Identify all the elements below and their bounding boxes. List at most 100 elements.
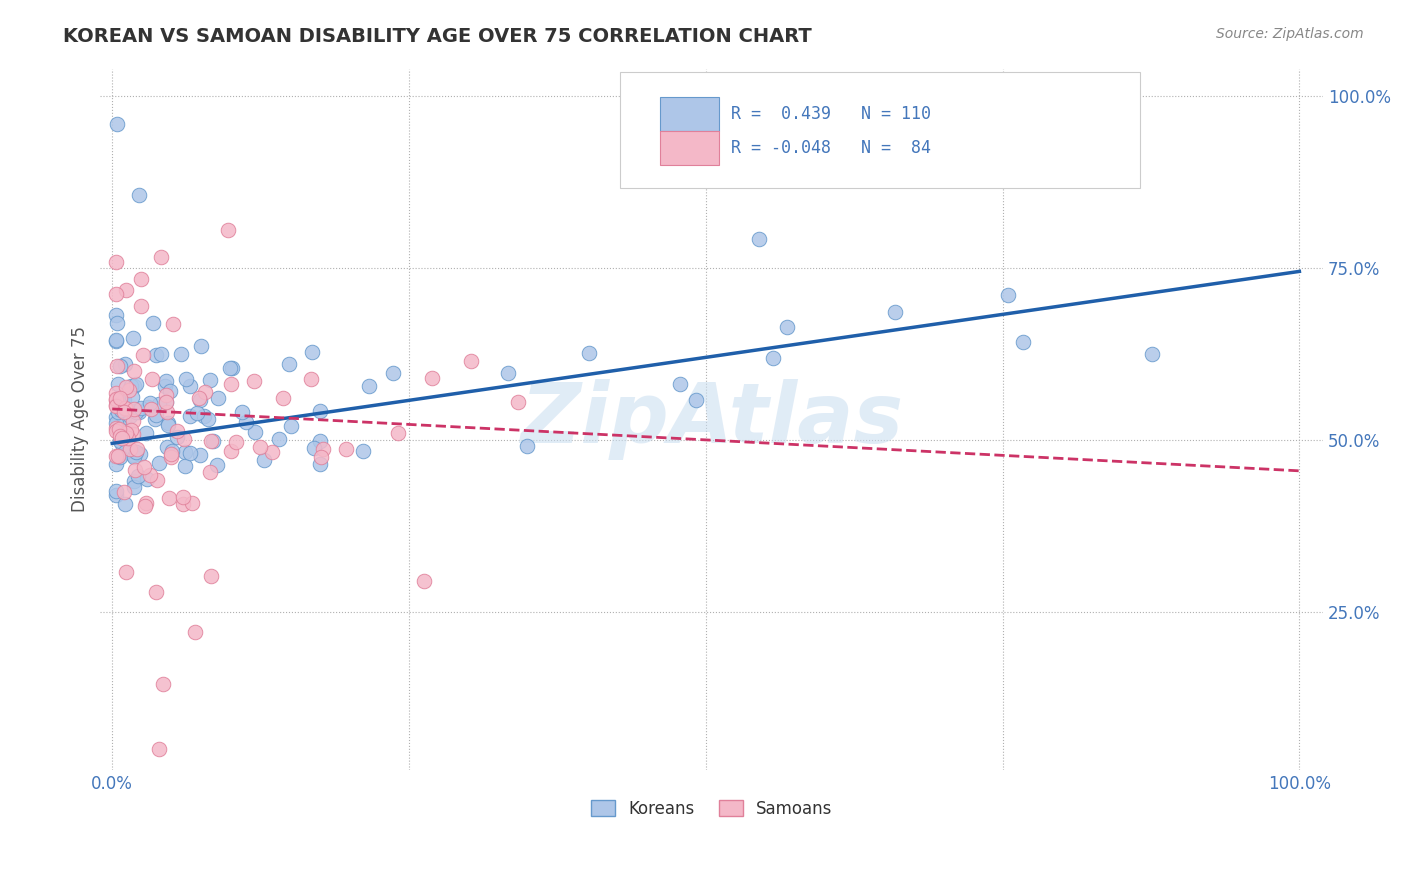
Point	[180, 496, 202, 510]
Point	[145, 584, 167, 599]
Point	[201, 434, 224, 449]
Point	[120, 442, 142, 456]
Point	[148, 456, 170, 470]
Point	[198, 465, 221, 479]
Point	[166, 430, 188, 444]
Point	[104, 488, 127, 502]
Point	[129, 447, 152, 461]
Point	[186, 406, 208, 420]
Point	[115, 565, 138, 579]
Point	[883, 305, 905, 319]
Point	[138, 401, 160, 415]
Point	[124, 480, 146, 494]
Point	[120, 423, 142, 437]
Point	[143, 412, 166, 426]
Point	[128, 187, 150, 202]
Point	[221, 361, 243, 376]
Point	[155, 395, 177, 409]
Point	[124, 364, 146, 378]
Point	[122, 426, 145, 441]
Point	[104, 399, 127, 413]
Point	[112, 413, 135, 427]
Point	[104, 392, 127, 406]
Point	[107, 404, 129, 418]
Point	[243, 425, 266, 439]
Point	[107, 377, 129, 392]
Point	[217, 223, 239, 237]
Point	[200, 569, 222, 583]
Point	[104, 410, 127, 425]
Point	[108, 450, 131, 464]
Point	[145, 408, 167, 422]
Point	[112, 484, 135, 499]
Point	[152, 677, 174, 691]
Point	[142, 316, 165, 330]
Point	[111, 392, 134, 406]
Point	[134, 460, 156, 475]
Point	[104, 458, 127, 472]
Point	[104, 421, 127, 435]
Point	[125, 442, 148, 456]
Point	[156, 417, 179, 432]
Point	[197, 412, 219, 426]
Point	[252, 453, 274, 467]
Point	[114, 357, 136, 371]
Point	[172, 497, 194, 511]
Point	[127, 469, 149, 483]
Point	[271, 391, 294, 405]
Point	[124, 404, 146, 418]
Point	[131, 272, 153, 286]
Point	[179, 409, 201, 423]
Point	[685, 393, 707, 408]
Point	[267, 432, 290, 446]
Point	[762, 351, 785, 366]
Point	[150, 347, 173, 361]
Point	[114, 401, 136, 415]
FancyBboxPatch shape	[661, 131, 718, 165]
Point	[134, 499, 156, 513]
Point	[157, 491, 180, 505]
Point	[105, 333, 128, 347]
Point	[308, 434, 330, 448]
Point	[135, 472, 157, 486]
Point	[120, 379, 142, 393]
Point	[506, 394, 529, 409]
Point	[108, 434, 131, 449]
Point	[121, 413, 143, 427]
Point	[173, 432, 195, 446]
Point	[146, 473, 169, 487]
Point	[155, 375, 177, 389]
Point	[166, 424, 188, 438]
Point	[114, 283, 136, 297]
Point	[128, 405, 150, 419]
Point	[156, 405, 179, 419]
Point	[135, 496, 157, 510]
Point	[107, 449, 129, 463]
FancyBboxPatch shape	[620, 72, 1140, 188]
Point	[108, 422, 131, 436]
Point	[301, 345, 323, 359]
Point	[105, 416, 128, 430]
Point	[413, 574, 436, 588]
Point	[748, 232, 770, 246]
Point	[139, 396, 162, 410]
Point	[149, 250, 172, 264]
Point	[104, 286, 127, 301]
Point	[124, 463, 146, 477]
Point	[420, 370, 443, 384]
Point	[188, 393, 211, 408]
Point	[108, 429, 131, 443]
Y-axis label: Disability Age Over 75: Disability Age Over 75	[72, 326, 89, 512]
Point	[162, 317, 184, 331]
Point	[112, 393, 135, 408]
Point	[105, 317, 128, 331]
Point	[118, 409, 141, 423]
Point	[124, 445, 146, 459]
Point	[117, 431, 139, 445]
Point	[104, 308, 127, 322]
Text: R =  0.439   N = 110: R = 0.439 N = 110	[731, 105, 931, 123]
Point	[110, 403, 132, 417]
Point	[1142, 346, 1164, 360]
Point	[148, 742, 170, 756]
Point	[176, 372, 198, 386]
